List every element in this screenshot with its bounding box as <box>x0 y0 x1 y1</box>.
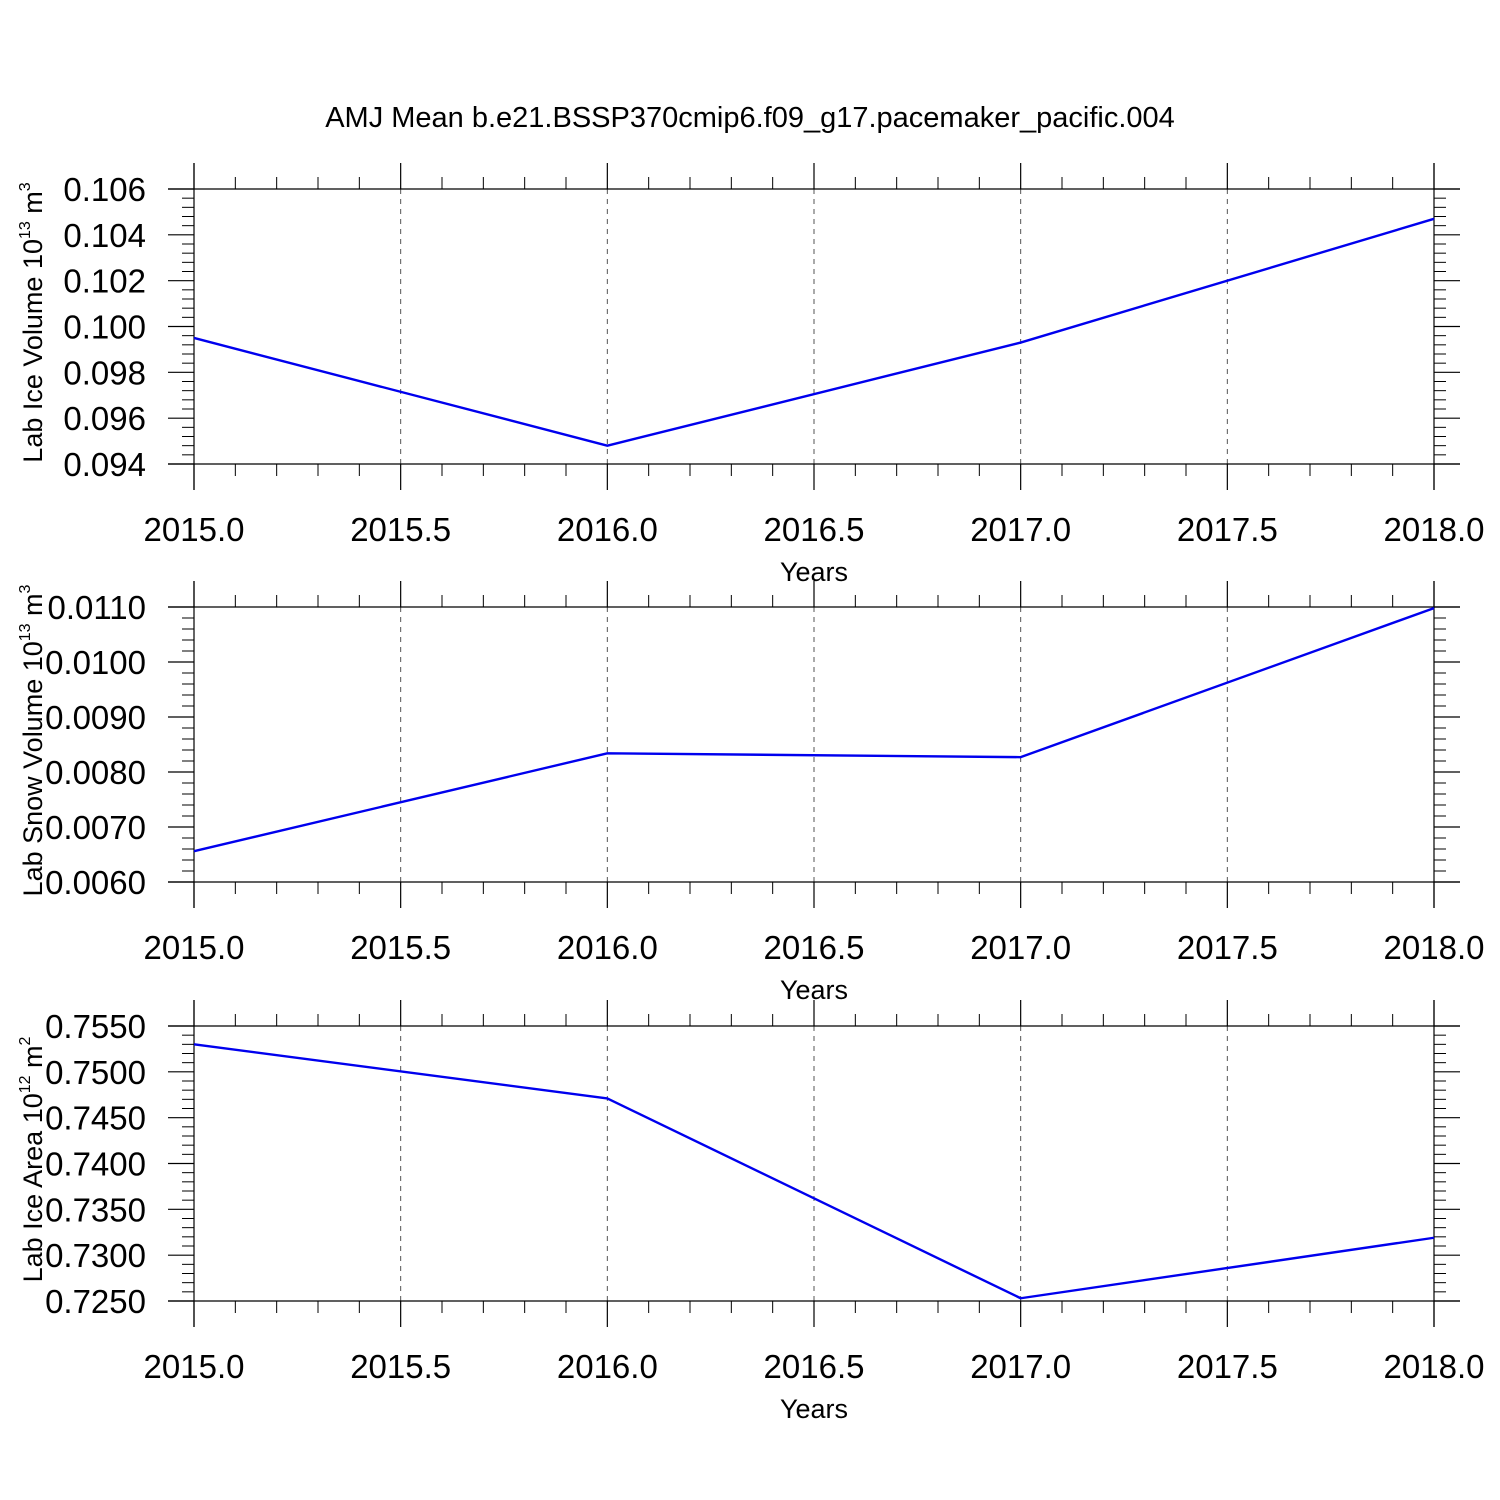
x-tick-label: 2017.5 <box>1177 1348 1278 1385</box>
y-tick-label: 0.100 <box>63 309 146 346</box>
x-tick-label: 2015.0 <box>144 511 245 548</box>
y-tick-label: 0.7250 <box>45 1283 146 1320</box>
x-tick-label: 2015.5 <box>350 929 451 966</box>
y-tick-label: 0.102 <box>63 263 146 300</box>
x-tick-label: 2015.0 <box>144 929 245 966</box>
y-tick-label: 0.0070 <box>45 809 146 846</box>
y-tick-label: 0.7550 <box>45 1008 146 1045</box>
x-axis-title: Years <box>780 1394 848 1424</box>
x-tick-label: 2018.0 <box>1384 511 1485 548</box>
y-axis-title-unit: m <box>18 1045 48 1075</box>
y-tick-label: 0.106 <box>63 171 146 208</box>
panel-1: 0.094 0.096 0.098 0.100 0.102 0.104 0.106 2015.… <box>17 163 1484 587</box>
y-tick-label: 0.0100 <box>45 644 146 681</box>
y-tick-label: 0.0090 <box>45 699 146 736</box>
x-tick-label: 2018.0 <box>1384 929 1485 966</box>
y-tick-label: 0.0060 <box>45 864 146 901</box>
y-axis-title: Lab Ice Volume 1013 m3 <box>17 182 48 462</box>
y-tick-label: 0.104 <box>63 217 146 254</box>
y-axis-title-text: Lab Ice Volume 10 <box>18 239 48 463</box>
y-tick-label: 0.0110 <box>48 589 146 626</box>
x-tick-label: 2016.0 <box>557 929 658 966</box>
x-tick-label: 2017.0 <box>970 1348 1071 1385</box>
x-tick-label: 2016.5 <box>764 1348 865 1385</box>
y-axis-title-unit: m <box>18 593 48 623</box>
y-axis-title-unit-exponent: 2 <box>17 1036 34 1045</box>
y-tick-label: 0.7400 <box>45 1146 146 1183</box>
series-line <box>193 606 1435 853</box>
y-tick-label: 0.096 <box>63 400 146 437</box>
y-tick-label: 0.7500 <box>45 1054 146 1091</box>
x-tick-label: 2017.0 <box>970 511 1071 548</box>
x-tick-label: 2015.0 <box>144 1348 245 1385</box>
x-tick-label: 2018.0 <box>1384 1348 1485 1385</box>
x-tick-label: 2017.5 <box>1177 511 1278 548</box>
x-tick-label: 2017.5 <box>1177 929 1278 966</box>
y-axis-title-unit: m <box>18 191 48 221</box>
series-line <box>193 217 1435 447</box>
x-tick-label: 2016.5 <box>764 511 865 548</box>
panel-2: 0.0060 0.0070 0.0080 0.0090 0.0100 0.0110 2015… <box>17 581 1484 1005</box>
y-axis-title-text: Lab Ice Area 10 <box>18 1093 48 1282</box>
series-line <box>193 1043 1435 1300</box>
y-axis-title-unit-exponent: 3 <box>17 584 34 593</box>
y-tick-label: 0.7450 <box>45 1100 146 1137</box>
y-axis-title-unit-exponent: 3 <box>17 182 34 191</box>
x-tick-label: 2016.5 <box>764 929 865 966</box>
y-tick-label: 0.094 <box>63 446 146 483</box>
x-tick-label: 2015.5 <box>350 1348 451 1385</box>
y-axis-title: Lab Snow Volume 1013 m3 <box>17 584 48 896</box>
y-axis-title-exponent: 13 <box>17 623 34 641</box>
panels: 0.094 0.096 0.098 0.100 0.102 0.104 0.106 2015.… <box>17 163 1484 1424</box>
y-tick-label: 0.098 <box>63 354 146 391</box>
y-axis-title-exponent: 12 <box>17 1075 34 1093</box>
y-axis-title-text: Lab Snow Volume 10 <box>18 641 48 896</box>
panel-3: 0.7250 0.7300 0.7350 0.7400 0.7450 0.7500 0.75… <box>17 1000 1484 1424</box>
y-axis-title-exponent: 13 <box>17 221 34 239</box>
x-tick-label: 2016.0 <box>557 511 658 548</box>
x-tick-label: 2016.0 <box>557 1348 658 1385</box>
figure-title: AMJ Mean b.e21.BSSP370cmip6.f09_g17.pace… <box>325 102 1175 134</box>
y-tick-label: 0.0080 <box>45 754 146 791</box>
y-tick-label: 0.7300 <box>45 1237 146 1274</box>
y-axis-title: Lab Ice Area 1012 m2 <box>17 1036 48 1282</box>
x-tick-label: 2015.5 <box>350 511 451 548</box>
x-tick-label: 2017.0 <box>970 929 1071 966</box>
y-tick-label: 0.7350 <box>45 1191 146 1228</box>
